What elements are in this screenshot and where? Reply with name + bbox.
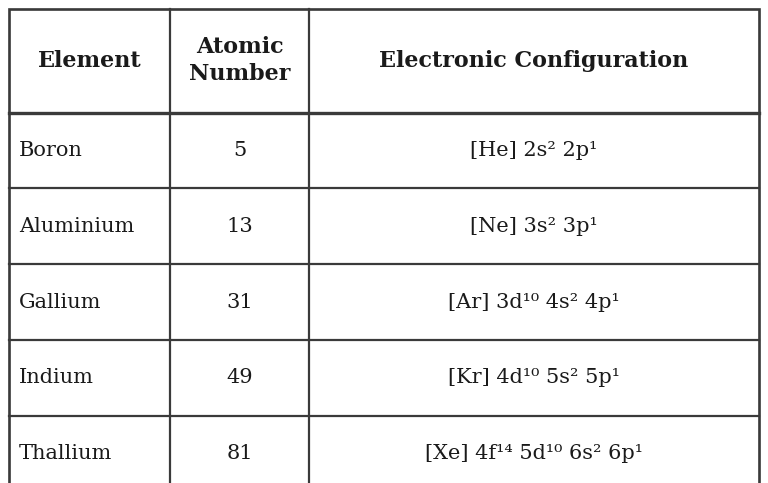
Text: 13: 13 — [227, 217, 253, 236]
Text: [Xe] 4f¹⁴ 5d¹⁰ 6s² 6p¹: [Xe] 4f¹⁴ 5d¹⁰ 6s² 6p¹ — [425, 444, 643, 463]
Text: 31: 31 — [227, 293, 253, 312]
Text: Electronic Configuration: Electronic Configuration — [379, 50, 689, 71]
Text: Indium: Indium — [19, 369, 94, 387]
Text: Thallium: Thallium — [19, 444, 113, 463]
Text: [Ne] 3s² 3p¹: [Ne] 3s² 3p¹ — [470, 217, 598, 236]
Text: [Kr] 4d¹⁰ 5s² 5p¹: [Kr] 4d¹⁰ 5s² 5p¹ — [448, 369, 620, 387]
Text: Atomic
Number: Atomic Number — [189, 36, 290, 85]
Text: Boron: Boron — [19, 141, 83, 160]
Text: Aluminium: Aluminium — [19, 217, 134, 236]
Text: Element: Element — [38, 50, 141, 71]
Text: [Ar] 3d¹⁰ 4s² 4p¹: [Ar] 3d¹⁰ 4s² 4p¹ — [448, 293, 620, 312]
Text: Gallium: Gallium — [19, 293, 101, 312]
Text: 49: 49 — [227, 369, 253, 387]
Text: 5: 5 — [233, 141, 247, 160]
Text: 81: 81 — [227, 444, 253, 463]
Text: [He] 2s² 2p¹: [He] 2s² 2p¹ — [470, 141, 598, 160]
